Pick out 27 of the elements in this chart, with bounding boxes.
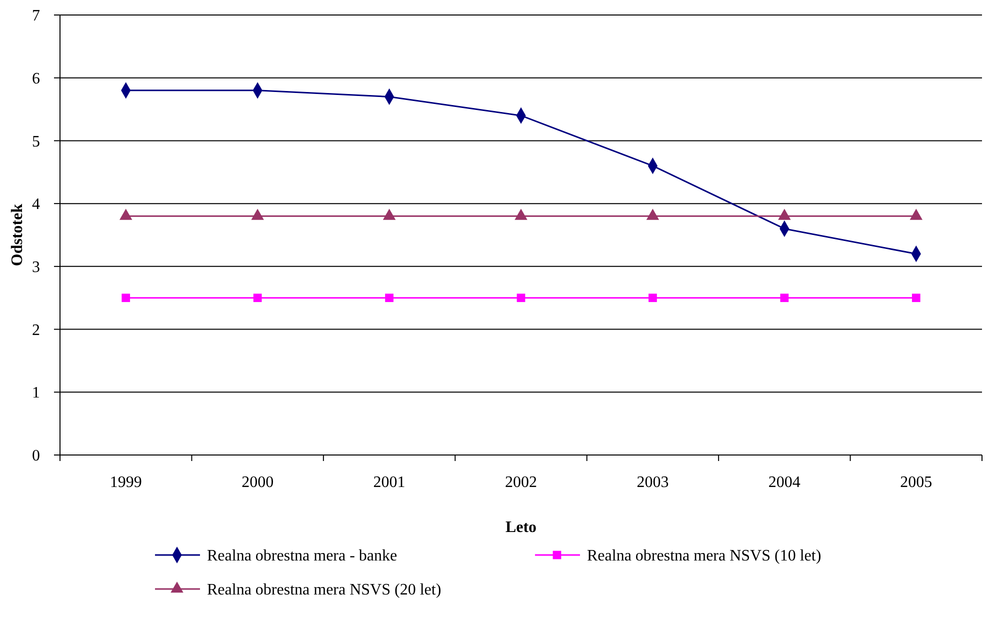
point [780,294,789,302]
x-tick-label: 2001 [373,474,406,491]
x-tick-label: 2004 [768,474,800,491]
y-tick-label: 4 [32,196,40,214]
point [253,294,262,302]
point [912,294,920,302]
x-tick-label: 1999 [110,474,142,491]
y-tick-label: 1 [32,384,40,402]
y-tick-label: 7 [32,8,40,25]
y-tick-label: 3 [32,259,40,276]
y-tick-label: 2 [32,322,40,339]
x-tick-label: 2003 [636,474,669,491]
point [648,294,657,302]
legend-label: Realna obrestna mera NSVS (20 let) [207,582,442,599]
legend-label: Realna obrestna mera NSVS (10 let) [587,548,822,565]
point [516,294,526,302]
point [385,294,394,302]
point [122,294,130,302]
x-tick-label: 2000 [242,474,274,491]
y-tick-label: 5 [32,133,40,150]
y-axis-title: Odstotek [9,204,26,266]
y-tick-label: 0 [32,448,40,465]
x-tick-label: 2002 [505,474,537,491]
legend-label: Realna obrestna mera - banke [207,548,398,565]
y-tick-label: 6 [32,70,40,88]
x-tick-label: 2005 [900,474,932,491]
x-axis-title: Leto [505,519,537,536]
